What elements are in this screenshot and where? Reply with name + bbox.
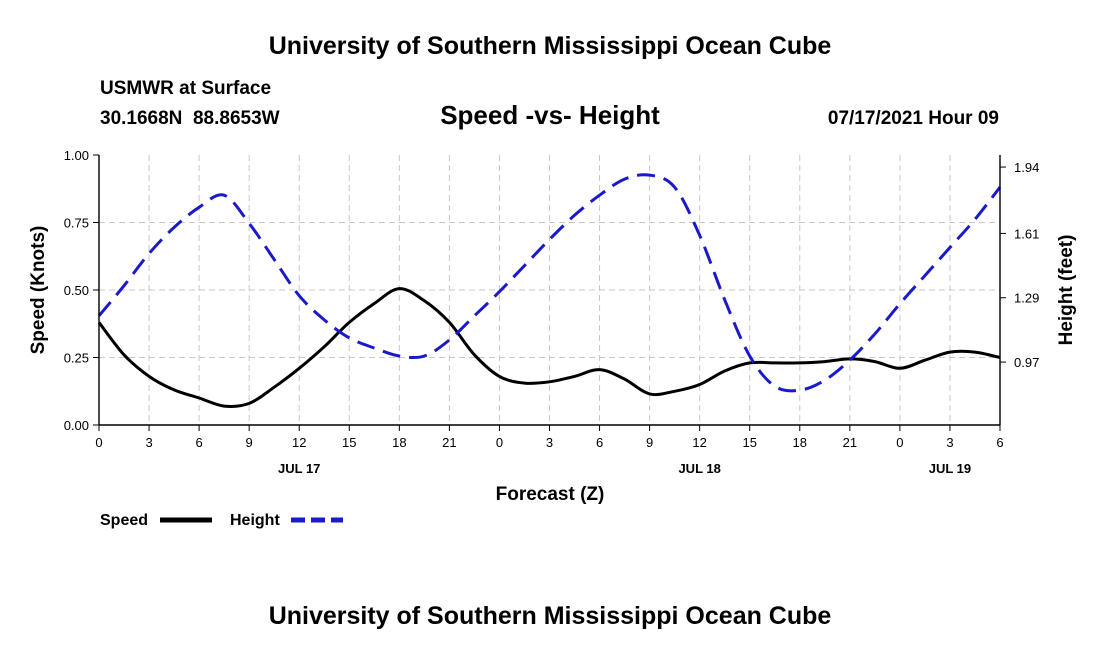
chart-title: Speed -vs- Height (440, 100, 660, 130)
x-tick-label-3: 9 (246, 435, 253, 450)
x-tick-label-2: 6 (195, 435, 202, 450)
x-tick-label-6: 18 (392, 435, 406, 450)
x-axis-label: Forecast (Z) (496, 484, 605, 505)
y-tick-label-3: 0.75 (64, 216, 89, 231)
y-tick-label-2: 0.50 (64, 283, 89, 298)
legend-speed-label: Speed (100, 512, 148, 529)
axes: 0 3 6 9 12 15 18 21 0 3 6 9 12 15 18 21 0 3 6 0.00 0.25 0.50 0… (64, 148, 1040, 476)
legend-height-label: Height (230, 512, 280, 529)
day-label-0: JUL 17 (278, 461, 320, 476)
y-tick-label-4: 1.00 (64, 148, 89, 163)
x-tick-label-18: 6 (996, 435, 1003, 450)
x-tick-label-4: 12 (292, 435, 306, 450)
station-name: USMWR at Surface (100, 78, 271, 99)
y2-axis-label: Height (feet) (1056, 235, 1077, 346)
x-tick-label-9: 3 (546, 435, 553, 450)
day-label-2: JUL 19 (929, 461, 971, 476)
legend: Speed Height (100, 512, 343, 529)
y2-tick-label-1: 1.29 (1014, 291, 1039, 306)
x-tick-label-13: 15 (742, 435, 756, 450)
x-tick-label-10: 6 (596, 435, 603, 450)
x-tick-label-1: 3 (145, 435, 152, 450)
day-label-1: JUL 18 (678, 461, 720, 476)
series-layer (97, 173, 1002, 408)
x-tick-label-12: 12 (692, 435, 706, 450)
bottom-title: University of Southern Mississippi Ocean… (269, 602, 832, 630)
y-axis-label: Speed (Knots) (28, 226, 49, 355)
x-tick-label-8: 0 (496, 435, 503, 450)
top-title: University of Southern Mississippi Ocean… (269, 32, 832, 60)
x-tick-label-16: 0 (896, 435, 903, 450)
y-tick-label-0: 0.00 (64, 418, 89, 433)
x-tick-label-0: 0 (95, 435, 102, 450)
timestamp: 07/17/2021 Hour 09 (828, 108, 999, 129)
y2-tick-label-0: 0.97 (1014, 355, 1039, 370)
y-tick-label-1: 0.25 (64, 351, 89, 366)
x-tick-label-17: 3 (946, 435, 953, 450)
x-tick-label-5: 15 (342, 435, 356, 450)
y2-tick-label-2: 1.61 (1014, 226, 1039, 241)
x-tick-label-7: 21 (442, 435, 456, 450)
y2-tick-label-3: 1.94 (1014, 160, 1039, 175)
x-tick-label-15: 21 (843, 435, 857, 450)
station-coords: 30.1668N 88.8653W (100, 108, 280, 129)
x-tick-label-14: 18 (793, 435, 807, 450)
x-tick-label-11: 9 (646, 435, 653, 450)
grid (99, 155, 1000, 425)
